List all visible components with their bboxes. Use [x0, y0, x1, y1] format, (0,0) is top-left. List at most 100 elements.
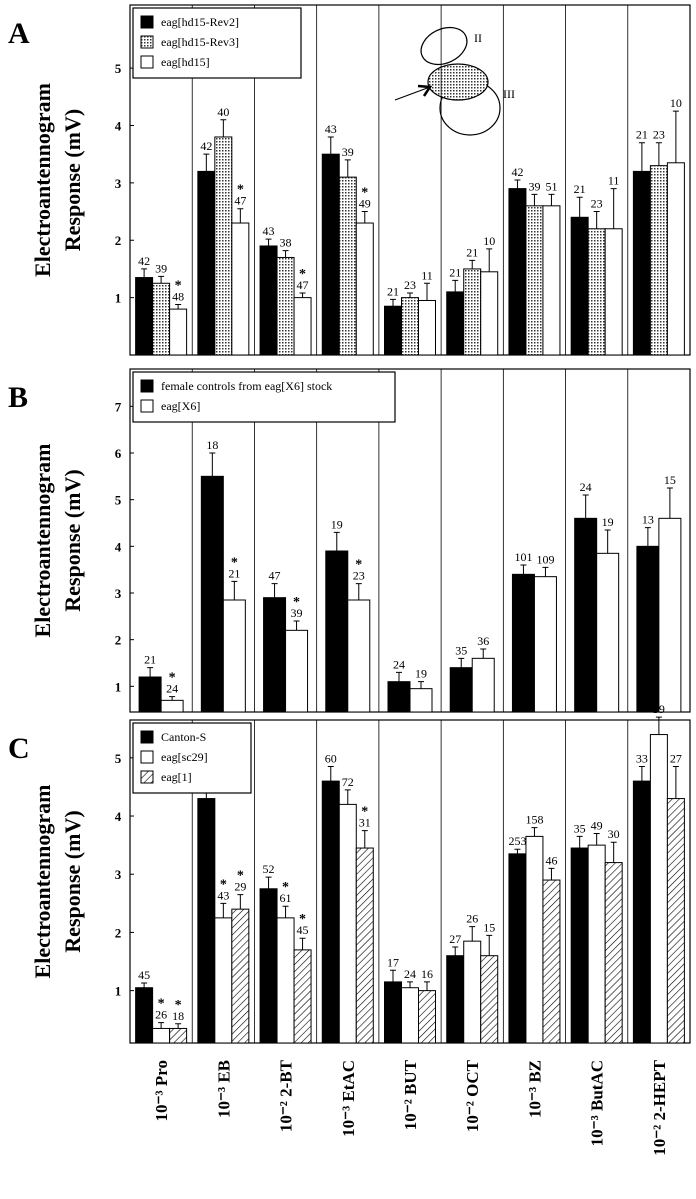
y-tick-label: 3 — [115, 867, 122, 882]
error-bar — [327, 136, 334, 155]
n-label: 47 — [297, 278, 309, 292]
bar — [222, 599, 246, 713]
n-label: 15 — [664, 473, 676, 487]
n-label: 43 — [263, 224, 275, 238]
bar — [587, 844, 606, 1044]
n-label: 36 — [477, 634, 489, 648]
n-label: 43 — [217, 888, 229, 902]
error-bar — [327, 766, 334, 782]
n-label: 42 — [511, 165, 523, 179]
significance-mark: * — [175, 279, 182, 294]
n-label: 19 — [331, 517, 343, 531]
bar — [276, 256, 295, 356]
n-label: 24 — [393, 657, 405, 671]
legend-label: eag[X6] — [161, 399, 200, 413]
bar — [511, 573, 535, 713]
bar — [338, 176, 357, 356]
n-label: 19 — [602, 515, 614, 529]
x-tick-label: 10⁻³ ButAC — [588, 1060, 607, 1146]
inset-antenna — [394, 26, 501, 136]
bar — [214, 136, 233, 356]
bar — [347, 599, 371, 713]
n-label: 18 — [172, 1009, 184, 1023]
error-bar — [158, 275, 165, 284]
error-bar — [531, 827, 538, 837]
n-label: 49 — [591, 818, 603, 832]
legend-label: eag[hd15-Rev2] — [161, 15, 239, 29]
n-label: 35 — [574, 821, 586, 835]
bar — [285, 629, 309, 713]
n-label: 46 — [545, 853, 557, 867]
n-label: 23 — [404, 278, 416, 292]
n-label: 11 — [421, 268, 433, 282]
error-bar — [407, 292, 413, 298]
error-bar — [644, 527, 651, 547]
error-bar — [666, 487, 673, 519]
bar — [596, 552, 620, 713]
n-label: 19 — [415, 667, 427, 681]
legend-box — [132, 7, 302, 79]
n-label: 101 — [514, 550, 532, 564]
error-bar — [452, 279, 459, 292]
error-bar — [231, 580, 238, 600]
error-bar — [299, 292, 306, 298]
error-bar — [141, 982, 148, 988]
n-label: 60 — [325, 752, 337, 766]
legend-swatch — [140, 770, 154, 784]
n-label: 10 — [483, 234, 495, 248]
n-label: 39 — [653, 702, 665, 716]
error-bar — [638, 142, 645, 172]
significance-mark: * — [169, 671, 176, 686]
bar — [658, 517, 682, 713]
error-bar — [593, 832, 600, 846]
bar — [636, 545, 660, 713]
legend-label: female controls from eag[X6] stock — [161, 379, 332, 393]
bar — [231, 222, 250, 356]
n-label: 39 — [291, 606, 303, 620]
error-bar — [655, 716, 662, 735]
significance-mark: * — [237, 869, 244, 884]
bar — [533, 576, 557, 713]
error-bar — [265, 876, 272, 889]
error-bar — [169, 696, 176, 701]
error-bar — [175, 304, 182, 310]
error-bar — [610, 841, 617, 863]
n-label: 21 — [466, 245, 478, 259]
y-axis-label: Response (mV) — [60, 810, 85, 952]
error-bar — [548, 867, 555, 881]
legend-swatch — [140, 379, 154, 393]
error-bar — [480, 648, 487, 659]
error-bar — [452, 946, 459, 956]
inset-label: III — [503, 87, 515, 101]
error-bar — [407, 981, 413, 988]
error-bar — [486, 934, 493, 956]
bar — [570, 847, 589, 1044]
x-tick-label: 10⁻³ BZ — [525, 1060, 544, 1118]
n-label: 10 — [670, 96, 682, 110]
x-tick-label: 10⁻² OCT — [463, 1059, 482, 1132]
significance-mark: * — [361, 186, 368, 201]
bar — [263, 597, 287, 713]
n-label: 51 — [545, 179, 557, 193]
n-label: 21 — [574, 182, 586, 196]
n-label: 39 — [528, 179, 540, 193]
bar — [293, 949, 312, 1044]
legend-swatch — [140, 15, 154, 29]
bar — [325, 550, 349, 713]
bar — [135, 987, 154, 1044]
significance-mark: * — [175, 998, 182, 1013]
panel-label: C — [8, 732, 30, 765]
bar — [355, 847, 374, 1044]
error-bar — [582, 494, 589, 519]
n-label: 16 — [421, 967, 433, 981]
error-bar — [220, 119, 227, 137]
bar — [409, 688, 433, 713]
y-axis-label: Electroantennogram — [30, 785, 55, 979]
bar — [384, 981, 402, 1044]
n-label: 158 — [525, 813, 543, 827]
x-tick-label: 10⁻² BUT — [401, 1059, 420, 1130]
bar — [632, 780, 651, 1044]
bar — [152, 282, 171, 356]
n-label: 26 — [155, 1008, 167, 1022]
